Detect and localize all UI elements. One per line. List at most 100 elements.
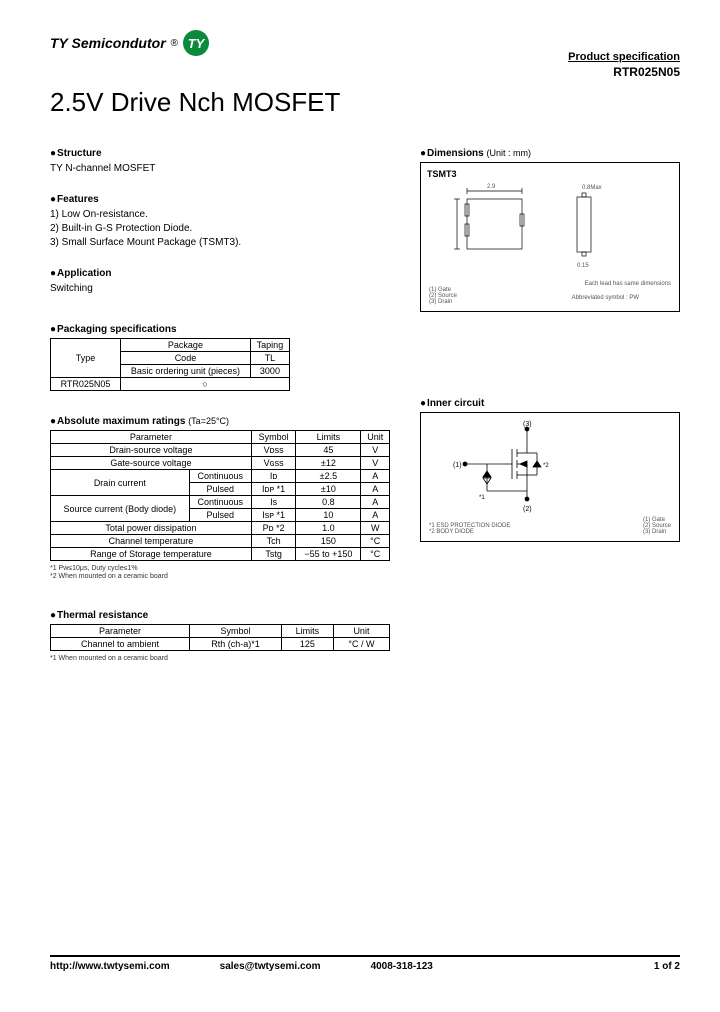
table-cell: Drain current: [51, 470, 190, 496]
feature-item: 1) Low On-resistance.: [50, 208, 390, 222]
table-cell: Tch: [251, 535, 296, 548]
table-header: Symbol: [251, 431, 296, 444]
application-body: Switching: [50, 282, 390, 296]
mosfet-schematic-icon: (3) (1) (2) *1 *2: [427, 419, 667, 514]
packaging-table: Type Package Taping Code TL Basic orderi…: [50, 338, 290, 391]
structure-body: TY N-channel MOSFET: [50, 162, 390, 176]
table-cell: 125: [281, 637, 333, 650]
spec-label: Product specification: [50, 51, 680, 63]
table-cell: A: [361, 509, 390, 522]
svg-text:*1: *1: [479, 495, 485, 501]
table-cell: Package: [121, 339, 251, 352]
table-cell: TL: [250, 352, 289, 365]
pin-labels: (1) Gate (2) Source (3) Drain: [429, 287, 457, 305]
application-heading: Application: [50, 268, 390, 279]
table-cell: W: [361, 522, 390, 535]
company-logo: TY: [183, 30, 209, 56]
table-cell: V: [361, 444, 390, 457]
table-cell: 1.0: [296, 522, 361, 535]
table-header: Limits: [296, 431, 361, 444]
svg-text:0.15: 0.15: [577, 263, 589, 269]
registered-icon: ®: [171, 38, 178, 49]
left-column: Structure TY N-channel MOSFET Features 1…: [50, 148, 390, 681]
table-cell: Drain-source voltage: [51, 444, 252, 457]
table-header: Parameter: [51, 431, 252, 444]
table-header: Symbol: [190, 624, 282, 637]
dimensions-heading: Dimensions (Unit : mm): [420, 148, 680, 159]
svg-text:(3): (3): [523, 421, 532, 428]
features-heading: Features: [50, 194, 390, 205]
footer-email: sales@twtysemi.com: [220, 961, 321, 972]
table-cell: ±12: [296, 457, 361, 470]
table-cell: V: [361, 457, 390, 470]
thermal-table: Parameter Symbol Limits Unit Channel to …: [50, 624, 390, 651]
company-name: TY Semicondutor: [50, 35, 166, 51]
thermal-footnote: *1 When mounted on a ceramic board: [50, 655, 390, 663]
svg-text:(1): (1): [453, 462, 462, 469]
ratings-footnote: *1 Pw≤10μs, Duty cycle≤1% *2 When mounte…: [50, 565, 390, 582]
structure-heading: Structure: [50, 148, 390, 159]
table-cell: Iᴅᴘ *1: [251, 483, 296, 496]
table-cell: Is: [251, 496, 296, 509]
table-cell: 3000: [250, 365, 289, 378]
ratings-heading: Absolute maximum ratings (Ta=25°C): [50, 416, 390, 427]
table-cell: Continuous: [189, 470, 251, 483]
table-header: Unit: [333, 624, 389, 637]
datasheet-page: TY Semicondutor ® TY Product specificatio…: [0, 0, 720, 1012]
table-cell: ±2.5: [296, 470, 361, 483]
svg-text:*2: *2: [543, 463, 549, 469]
circuit-note: *1 ESD PROTECTION DIODE *2 BODY DIODE: [429, 523, 510, 535]
ratings-table: Parameter Symbol Limits Unit Drain-sourc…: [50, 430, 390, 561]
feature-item: 2) Built-in G-S Protection Diode.: [50, 222, 390, 236]
features-list: 1) Low On-resistance. 2) Built-in G-S Pr…: [50, 208, 390, 250]
table-header: Unit: [361, 431, 390, 444]
table-cell: Basic ordering unit (pieces): [121, 365, 251, 378]
table-cell: Iᴅ: [251, 470, 296, 483]
package-type-label: TSMT3: [427, 169, 673, 179]
table-cell: 45: [296, 444, 361, 457]
page-number: 1 of 2: [654, 961, 680, 972]
page-title: 2.5V Drive Nch MOSFET: [50, 87, 680, 118]
table-cell: Code: [121, 352, 251, 365]
right-column: Dimensions (Unit : mm) TSMT3: [420, 148, 680, 681]
table-cell: ±10: [296, 483, 361, 496]
table-cell: Total power dissipation: [51, 522, 252, 535]
dim-note: Each lead has same dimensions: [585, 281, 671, 287]
table-cell: Gate-source voltage: [51, 457, 252, 470]
table-cell: Pulsed: [189, 509, 251, 522]
table-cell: Range of Storage temperature: [51, 548, 252, 561]
table-cell: 150: [296, 535, 361, 548]
table-cell: Vɢss: [251, 457, 296, 470]
table-header: Parameter: [51, 624, 190, 637]
svg-text:0.8Max: 0.8Max: [582, 185, 602, 191]
table-cell: °C: [361, 535, 390, 548]
table-cell: Tstg: [251, 548, 296, 561]
footer-url: http://www.twtysemi.com: [50, 961, 170, 972]
table-cell: Pulsed: [189, 483, 251, 496]
thermal-heading: Thermal resistance: [50, 610, 390, 621]
circuit-heading: Inner circuit: [420, 398, 680, 409]
table-cell: Channel to ambient: [51, 637, 190, 650]
table-cell: °C: [361, 548, 390, 561]
table-cell: A: [361, 470, 390, 483]
table-cell: °C / W: [333, 637, 389, 650]
table-cell: RTR025N05: [51, 378, 121, 391]
dimensions-diagram: TSMT3: [420, 162, 680, 312]
table-header: Limits: [281, 624, 333, 637]
table-cell: A: [361, 496, 390, 509]
circuit-diagram: (3) (1) (2) *1 *2 *1 ESD PROTECTION DIOD…: [420, 412, 680, 542]
table-cell: A: [361, 483, 390, 496]
table-cell: Vᴅss: [251, 444, 296, 457]
dim-note2: Abbreviated symbol : PW: [572, 295, 639, 301]
table-cell: Channel temperature: [51, 535, 252, 548]
svg-text:2.9: 2.9: [487, 184, 496, 190]
table-cell: 0.8: [296, 496, 361, 509]
table-cell: 10: [296, 509, 361, 522]
content-area: Structure TY N-channel MOSFET Features 1…: [50, 148, 680, 681]
feature-item: 3) Small Surface Mount Package (TSMT3).: [50, 236, 390, 250]
table-cell: Source current (Body diode): [51, 496, 190, 522]
circuit-pins: (1) Gate (2) Source (3) Drain: [643, 517, 671, 535]
footer-phone: 4008-318-123: [371, 961, 433, 972]
packaging-heading: Packaging specifications: [50, 324, 390, 335]
table-cell: ○: [121, 378, 290, 391]
